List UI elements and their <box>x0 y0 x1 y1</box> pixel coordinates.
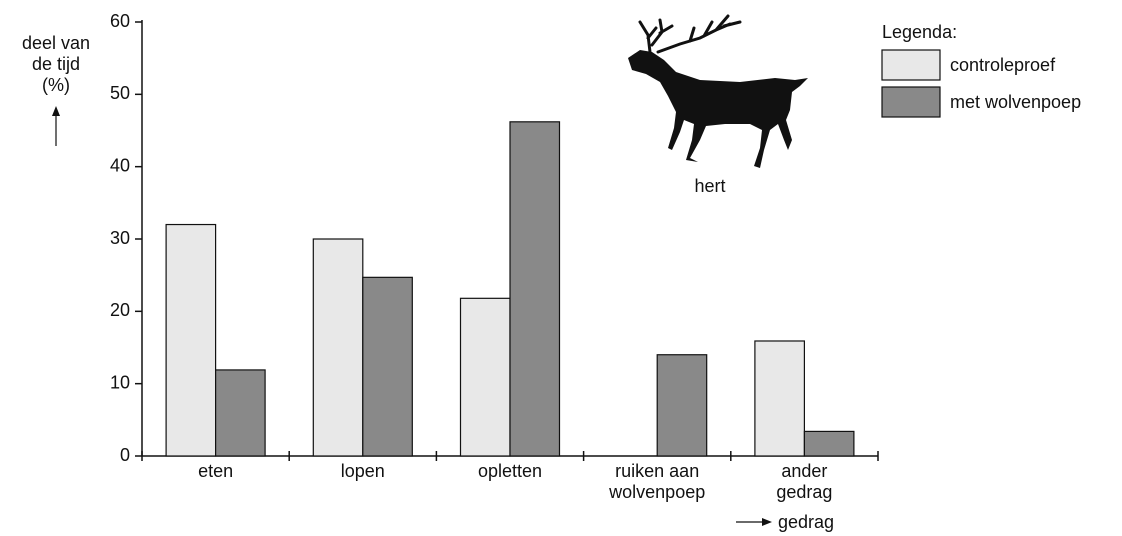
x-arrow-head <box>762 518 772 526</box>
bar <box>363 277 413 456</box>
page: gedrag hert Legenda: 0 10 20 30 40 50 60 contro… <box>0 0 1122 536</box>
legend-swatch <box>882 50 940 80</box>
y-axis-label: deel van de tijd (%) <box>22 33 90 96</box>
legend-title: Legenda: <box>882 22 957 42</box>
bar <box>313 239 363 456</box>
x-tick-label: ander gedrag <box>776 461 832 503</box>
legend-label: met wolvenpoep <box>950 92 1081 112</box>
bar <box>216 370 266 456</box>
y-tick-label: 10 <box>110 372 130 392</box>
x-tick-label: eten <box>198 461 233 482</box>
x-tick-label: opletten <box>478 461 542 482</box>
y-tick-label: 60 <box>110 11 130 31</box>
chart: gedrag hert Legenda: 0 10 20 30 40 50 60 contro… <box>0 0 1122 536</box>
x-tick-label: ruiken aan wolvenpoep <box>609 461 705 503</box>
bar <box>804 431 854 456</box>
bar <box>510 122 560 456</box>
bar <box>461 298 511 456</box>
deer-illustration <box>628 16 808 168</box>
x-tick-label: lopen <box>341 461 385 482</box>
annotation: hert <box>694 176 725 196</box>
x-axis-label: gedrag <box>778 512 834 532</box>
bar <box>166 225 216 456</box>
bar <box>657 355 707 456</box>
legend-label: controleproef <box>950 55 1056 75</box>
y-tick-label: 20 <box>110 300 130 320</box>
y-tick-label: 50 <box>110 83 130 103</box>
y-tick-label: 40 <box>110 155 130 175</box>
y-arrow-head <box>52 106 60 116</box>
y-tick-label: 0 <box>120 445 130 465</box>
legend-swatch <box>882 87 940 117</box>
y-tick-label: 30 <box>110 228 130 248</box>
bar <box>755 341 805 456</box>
